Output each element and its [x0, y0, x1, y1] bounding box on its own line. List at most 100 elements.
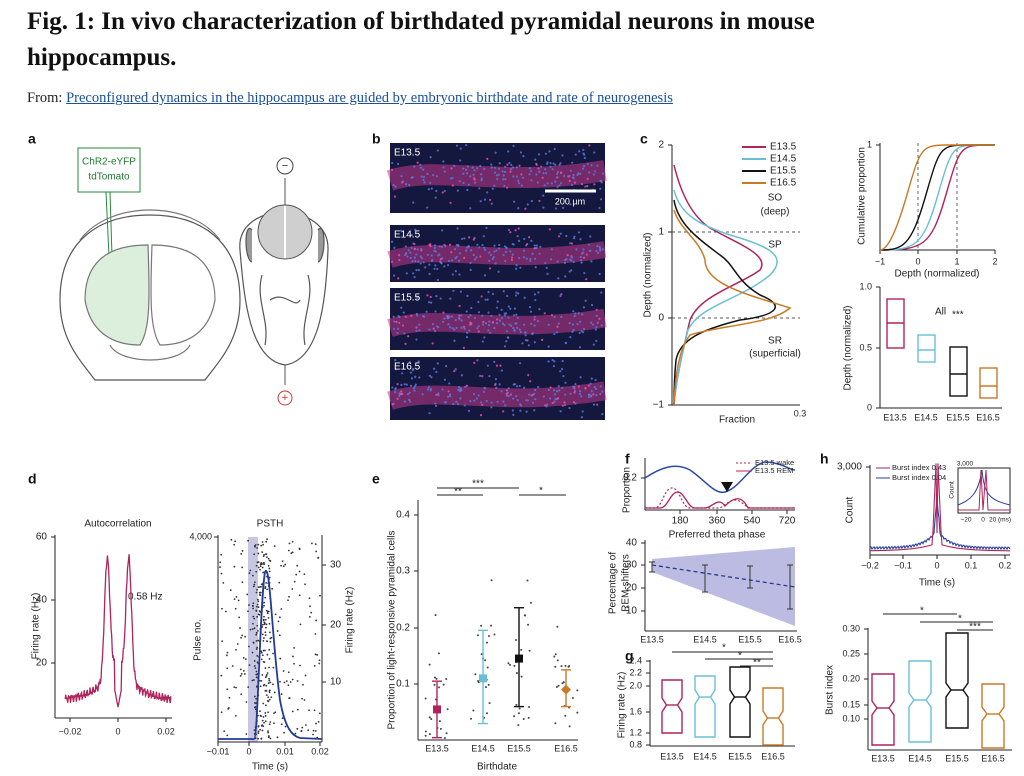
cell [475, 397, 478, 400]
spike [226, 667, 229, 670]
cell [497, 173, 501, 176]
cell [592, 403, 596, 406]
cell [483, 336, 486, 339]
article-link[interactable]: Preconfigured dynamics in the hippocampu… [66, 90, 673, 106]
cell [493, 184, 496, 187]
spike [234, 540, 237, 543]
cell [457, 386, 461, 389]
cell-point [562, 681, 565, 684]
spike [253, 695, 256, 698]
cell [525, 244, 528, 247]
cell [523, 296, 526, 299]
cell-point [513, 664, 516, 667]
cell [408, 361, 412, 364]
cell [489, 198, 492, 202]
light-pulse [248, 537, 258, 742]
cell [456, 402, 460, 405]
spike [263, 621, 266, 624]
cell [502, 290, 505, 293]
cell [465, 331, 469, 334]
spike [261, 729, 264, 732]
label: E13.5 [883, 412, 907, 422]
spike [234, 714, 237, 717]
spike [259, 591, 262, 594]
label: 0.30 [842, 623, 860, 633]
spike [226, 651, 229, 654]
spike [318, 712, 321, 715]
cell [507, 228, 511, 232]
spike [287, 549, 290, 552]
cell [483, 198, 487, 201]
cell [500, 369, 503, 372]
cell [601, 390, 604, 393]
spike [233, 686, 236, 689]
cell [508, 323, 511, 326]
cell [524, 334, 527, 337]
spike [223, 730, 226, 733]
cell [505, 246, 508, 249]
cell [439, 297, 442, 300]
spike [300, 730, 303, 733]
mean-marker [561, 684, 571, 695]
cell [577, 385, 581, 388]
cell [429, 181, 432, 184]
cell [507, 316, 510, 319]
cell [528, 167, 532, 170]
label: 200 µm [555, 196, 585, 206]
cell [484, 322, 488, 325]
spike [257, 629, 259, 632]
cell [551, 168, 554, 171]
label: E15.5 [738, 634, 762, 644]
cell [563, 404, 567, 407]
cell [553, 393, 557, 396]
cell [394, 185, 397, 188]
cell [436, 278, 439, 282]
label: 0 [915, 256, 920, 266]
spike [245, 733, 248, 735]
cell [444, 244, 447, 247]
cell [490, 202, 493, 205]
cell [582, 328, 586, 331]
cell [453, 164, 456, 168]
cell [404, 245, 407, 248]
cell [594, 328, 597, 331]
cell [561, 359, 564, 363]
cell [547, 323, 550, 326]
cell [554, 163, 557, 166]
cell [569, 336, 572, 339]
embryo-ear [245, 227, 253, 263]
cell [431, 342, 434, 345]
cell [415, 326, 418, 329]
cell [413, 247, 417, 250]
notched-box [908, 660, 932, 743]
cell [480, 173, 483, 176]
title: Fig. 1: In vivo characterization of birt… [27, 8, 815, 71]
cell [433, 267, 436, 270]
spike [278, 616, 281, 619]
spike [294, 732, 297, 735]
cell [530, 179, 533, 182]
cell [409, 251, 412, 254]
spike [225, 610, 227, 613]
cell-point [527, 716, 530, 719]
label: Proportion of light-responsive pyramidal… [387, 531, 398, 730]
cell [485, 226, 488, 230]
spike [259, 610, 262, 613]
cell [570, 183, 574, 187]
cell [475, 256, 478, 259]
label: E15.5 [946, 412, 970, 422]
cell [510, 324, 513, 327]
label: 0.8 [629, 739, 642, 749]
cell [548, 150, 551, 153]
cell [524, 207, 527, 210]
spike [267, 711, 269, 714]
cell-point [428, 733, 431, 736]
label: 1 [658, 227, 664, 238]
cell [517, 179, 520, 182]
cell [549, 165, 552, 168]
cell [497, 270, 500, 273]
spike [229, 589, 232, 592]
cell [556, 260, 559, 263]
cell-point [480, 653, 483, 656]
cell [396, 327, 400, 330]
